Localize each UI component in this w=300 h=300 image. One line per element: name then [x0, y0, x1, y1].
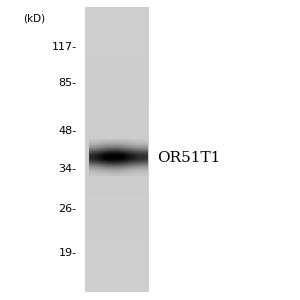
Text: (kD): (kD) [23, 14, 46, 23]
Text: 117-: 117- [51, 41, 76, 52]
Text: 34-: 34- [58, 164, 76, 175]
Text: OR51T1: OR51T1 [158, 151, 221, 164]
Text: 85-: 85- [58, 77, 76, 88]
Text: 26-: 26- [58, 203, 76, 214]
Text: 48-: 48- [58, 125, 76, 136]
Text: 19-: 19- [58, 248, 76, 259]
